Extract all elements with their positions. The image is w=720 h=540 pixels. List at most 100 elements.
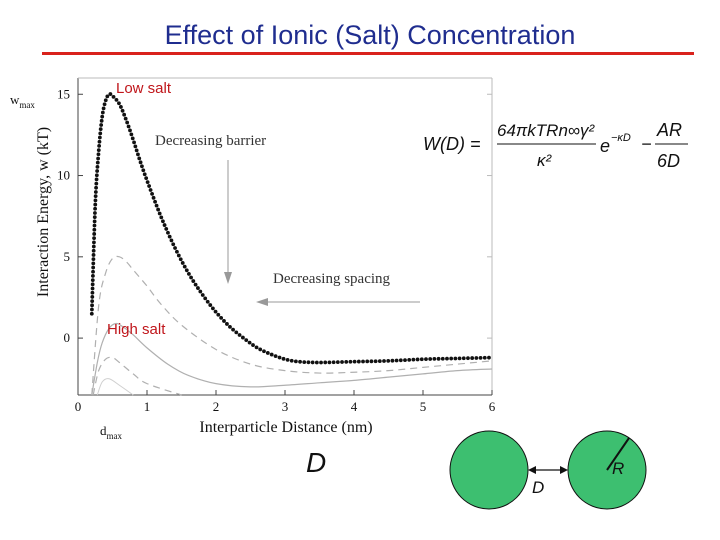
low-salt-curve-dot <box>129 132 134 137</box>
low-salt-curve-dot <box>386 358 391 363</box>
x-tick-label: 2 <box>213 399 220 414</box>
equation-term2-den: 6D <box>657 151 680 171</box>
low-salt-curve-dot <box>251 343 255 347</box>
low-salt-curve-dot <box>302 360 307 364</box>
low-salt-curve-dot <box>231 327 235 332</box>
plot-frame <box>77 77 493 396</box>
low-salt-curve-dot <box>91 244 96 249</box>
low-salt-curve-dot <box>191 279 196 283</box>
low-salt-curve-dot <box>105 94 110 99</box>
low-salt-curve-dot <box>340 360 344 364</box>
low-salt-curve-dot <box>178 257 183 262</box>
low-salt-curve-dot <box>96 156 101 161</box>
low-salt-curve-dot <box>137 156 142 161</box>
x-tick-label: 4 <box>351 399 358 414</box>
low-salt-curve-dot <box>128 128 132 133</box>
low-salt-curve-dot <box>92 240 96 245</box>
low-salt-curve-dot <box>180 261 185 265</box>
energy-curve-3 <box>91 322 493 396</box>
y-tick-label: 15 <box>57 86 70 101</box>
low-salt-curve-dot <box>97 139 102 144</box>
low-salt-curve-dot <box>234 330 239 335</box>
low-salt-curve-dot <box>428 357 433 361</box>
distance-big-label: D <box>306 447 326 478</box>
low-salt-curve-dot <box>125 120 130 125</box>
low-salt-curve-dot <box>154 203 159 208</box>
low-salt-curve-dot <box>97 144 102 148</box>
low-salt-curve-dot <box>93 194 98 199</box>
low-salt-curve-dot <box>91 274 95 278</box>
low-salt-curve-dot <box>258 347 263 352</box>
radius-line <box>606 437 630 471</box>
high-salt-label: High salt <box>107 321 166 338</box>
low-salt-curve-dot <box>348 359 353 364</box>
low-salt-curve-dot <box>90 299 95 304</box>
interaction-equation: W(D) = 64πkTRn∞γ² κ² e −κD − AR 6D <box>423 120 688 171</box>
low-salt-curve-dot <box>327 360 332 365</box>
low-salt-curve-dot <box>323 360 328 365</box>
sphere-diagram: D D R <box>306 430 647 510</box>
low-salt-curve-dot <box>394 358 399 363</box>
low-salt-curve-dot <box>93 202 98 207</box>
low-salt-curve-dot <box>123 116 128 121</box>
low-salt-curve-dot <box>269 352 274 357</box>
low-salt-label: Low salt <box>116 80 172 97</box>
equation-lhs: W(D) = <box>423 134 481 154</box>
low-salt-curve-dot <box>369 359 374 364</box>
y-tick-label: 10 <box>57 168 70 183</box>
low-salt-curve-dot <box>390 358 395 363</box>
low-salt-curve-dot <box>208 303 213 307</box>
low-salt-curve-dot <box>254 345 259 350</box>
low-salt-curve-dot <box>173 246 177 250</box>
low-salt-curve-dot <box>100 110 105 115</box>
distance-arrow <box>528 466 568 474</box>
y-ticks: 15 10 5 0 <box>57 86 492 345</box>
low-salt-curve-dot <box>461 356 466 361</box>
low-salt-curve-dot <box>117 101 121 106</box>
low-salt-curve-dot <box>184 268 189 273</box>
low-salt-curve-dot <box>415 357 420 362</box>
x-tick-label: 3 <box>282 399 289 414</box>
low-salt-curve-dot <box>91 261 96 266</box>
low-salt-curve-dot <box>175 249 179 254</box>
low-salt-curve-dot <box>91 265 96 270</box>
low-salt-curve-dot <box>95 160 100 165</box>
low-salt-curve-dot <box>122 112 127 117</box>
low-salt-curve-dot <box>93 198 98 203</box>
series-group <box>89 92 493 396</box>
low-salt-curve-dot <box>95 164 100 169</box>
low-salt-curve-dot <box>89 311 94 316</box>
low-salt-curve-dot <box>365 359 370 364</box>
low-salt-curve-dot <box>466 356 470 361</box>
low-salt-curve-dot <box>102 102 107 107</box>
equation-numerator: 64πkTRn∞γ² <box>497 121 596 140</box>
low-salt-curve-dot <box>432 357 437 361</box>
low-salt-curve-dot <box>449 356 454 361</box>
low-salt-curve-dot <box>90 278 95 283</box>
low-salt-curve-dot <box>145 180 150 185</box>
low-salt-curve-dot <box>103 98 108 103</box>
x-tick-label: 6 <box>489 399 496 414</box>
decreasing-barrier-label: Decreasing barrier <box>155 133 266 149</box>
low-salt-curve-dot <box>108 92 113 96</box>
low-salt-curve-dot <box>293 359 298 364</box>
low-salt-curve-dot <box>203 296 208 301</box>
low-salt-curve-dot <box>306 360 311 365</box>
low-salt-curve-dot <box>153 199 157 204</box>
wmax-main: w <box>10 92 20 107</box>
low-salt-curve-dot <box>482 355 487 360</box>
low-salt-curve-dot <box>95 169 100 173</box>
radius-label: R <box>612 459 624 478</box>
equation-exp-base: e <box>600 136 610 156</box>
low-salt-curve-dot <box>285 357 290 362</box>
low-salt-curve-dot <box>136 152 140 157</box>
low-salt-curve-dot <box>196 286 200 290</box>
low-salt-curve-dot <box>96 152 101 157</box>
low-salt-curve-dot <box>99 118 104 123</box>
low-salt-curve-dot <box>156 207 161 212</box>
low-salt-curve-dot <box>92 236 96 241</box>
low-salt-curve-dot <box>120 108 125 113</box>
low-salt-curve-dot <box>470 356 475 360</box>
low-salt-curve-dot <box>91 248 96 253</box>
